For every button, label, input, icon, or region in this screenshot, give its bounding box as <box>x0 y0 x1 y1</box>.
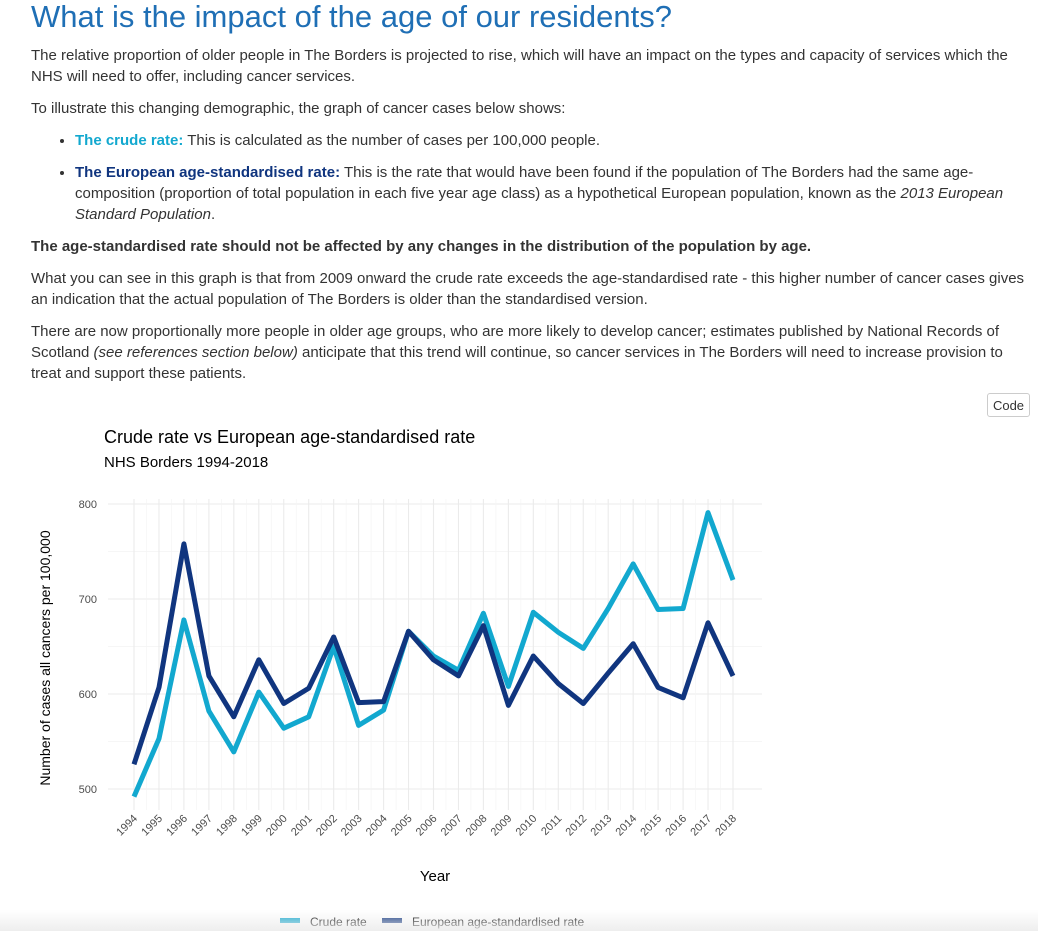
article-content: What is the impact of the age of our res… <box>31 0 1026 384</box>
chart-title: Crude rate vs European age-standardised … <box>104 427 475 447</box>
legend-label-crude: Crude rate <box>310 915 367 929</box>
illustrate-paragraph: To illustrate this changing demographic,… <box>31 100 566 117</box>
y-axis-label: Number of cases all cancers per 100,000 <box>37 530 53 785</box>
x-axis-ticks: 1994 1995 1996 1997 1998 1999 2000 2001 2002 2003… <box>114 813 739 839</box>
x-tick-label: 2015 <box>638 813 664 839</box>
y-tick-label: 700 <box>79 594 97 606</box>
x-tick-label: 2012 <box>564 813 590 839</box>
x-tick-label: 1998 <box>214 813 240 839</box>
y-tick-label: 500 <box>79 784 97 796</box>
euro-rate-tail: . <box>210 206 216 223</box>
legend-swatch-crude <box>280 918 300 923</box>
crude-rate-definition: This is calculated as the number of case… <box>183 132 601 149</box>
x-tick-label: 2009 <box>489 813 515 839</box>
x-tick-label: 1997 <box>189 813 215 839</box>
bold-statement: The age-standardised rate should not be … <box>31 238 812 255</box>
x-tick-label: 2002 <box>314 813 340 839</box>
x-tick-label: 2010 <box>514 813 540 839</box>
y-tick-label: 600 <box>79 689 97 701</box>
legend-swatch-euro <box>382 918 402 923</box>
x-tick-label: 2011 <box>539 813 564 838</box>
references-note: (see references section below) <box>93 344 298 361</box>
euro-rate-term: The European age-standardised rate: <box>75 164 341 181</box>
chart-series-lines <box>131 510 736 798</box>
x-tick-label: 2018 <box>713 813 739 839</box>
x-tick-label: 2003 <box>339 813 365 839</box>
series-line-euro-rate <box>131 541 736 766</box>
rate-definitions-list: The crude rate: This is calculated as th… <box>31 130 1026 225</box>
chart-subtitle: NHS Borders 1994-2018 <box>104 454 268 471</box>
x-tick-label: 2014 <box>613 813 639 839</box>
x-tick-label: 2016 <box>663 813 689 839</box>
y-axis-ticks: 500 600 700 800 <box>79 499 97 796</box>
crude-rate-term: The crude rate: <box>75 132 184 149</box>
x-tick-label: 1994 <box>114 813 140 839</box>
list-item-crude-rate: The crude rate: This is calculated as th… <box>75 130 1026 151</box>
x-tick-label: 2005 <box>389 813 415 839</box>
x-tick-label: 2007 <box>439 813 465 839</box>
series-line-crude-rate <box>131 510 736 798</box>
x-axis-label: Year <box>420 868 450 885</box>
page-title: What is the impact of the age of our res… <box>31 0 673 34</box>
euro-rate-definition: This is the rate that would have been fo… <box>75 164 974 202</box>
x-tick-label: 2006 <box>414 813 440 839</box>
y-tick-label: 800 <box>79 499 97 511</box>
x-tick-label: 2013 <box>589 813 615 839</box>
x-tick-label: 1995 <box>139 813 165 839</box>
graph-explanation-paragraph: What you can see in this graph is that f… <box>31 270 1025 308</box>
code-button[interactable]: Code <box>987 393 1030 417</box>
older-population-paragraph: There are now proportionally more people… <box>31 321 1026 384</box>
x-tick-label: 2001 <box>289 813 315 839</box>
list-item-euro-rate: The European age-standardised rate: This… <box>75 162 1026 225</box>
x-tick-label: 1999 <box>239 813 265 839</box>
x-tick-label: 2008 <box>464 813 490 839</box>
euro-standard-population: 2013 European Standard Population <box>75 185 1004 223</box>
x-tick-label: 1996 <box>164 813 190 839</box>
older-population-text-b: anticipate that this trend will continue… <box>31 344 1003 382</box>
x-tick-label: 2000 <box>264 813 290 839</box>
intro-paragraph: The relative proportion of older people … <box>31 47 1008 85</box>
x-tick-label: 2004 <box>364 813 390 839</box>
older-population-text-a: There are now proportionally more people… <box>31 323 1000 361</box>
chart-legend: Crude rate European age-standardised rat… <box>280 915 584 929</box>
x-tick-label: 2017 <box>688 813 714 839</box>
legend-label-euro: European age-standardised rate <box>412 915 584 929</box>
